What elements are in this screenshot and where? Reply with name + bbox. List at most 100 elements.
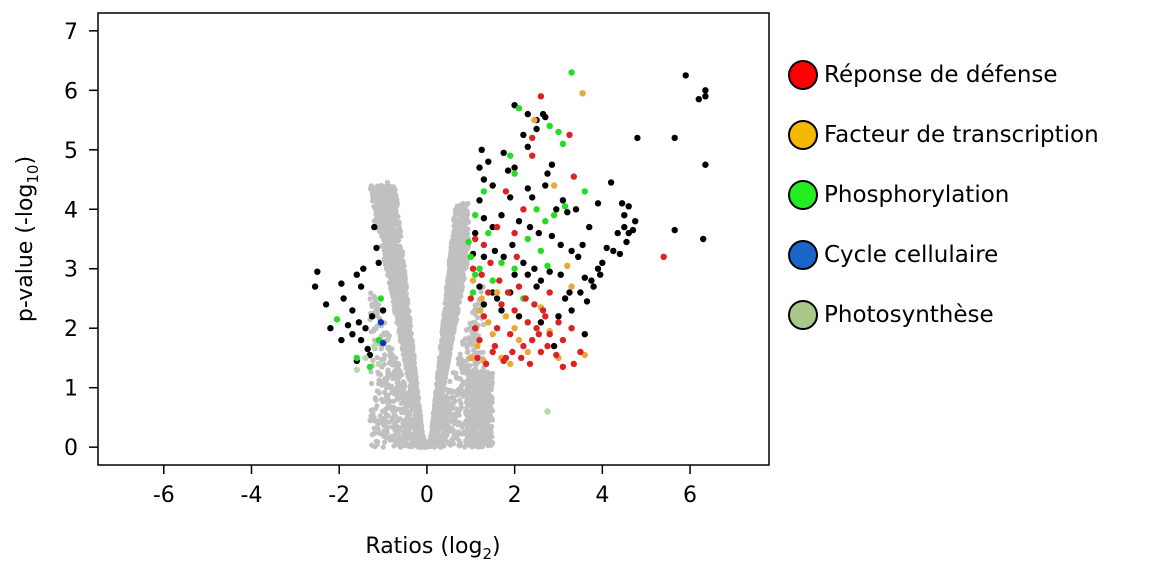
background-point bbox=[394, 294, 400, 300]
data-point bbox=[353, 366, 360, 373]
background-point bbox=[401, 357, 407, 363]
background-point bbox=[379, 345, 385, 351]
data-point bbox=[379, 307, 387, 314]
background-point bbox=[370, 194, 376, 200]
background-point bbox=[392, 195, 398, 201]
data-point bbox=[559, 197, 567, 204]
data-point bbox=[544, 342, 551, 350]
background-point bbox=[398, 384, 404, 390]
background-point bbox=[451, 416, 457, 422]
data-point bbox=[539, 307, 547, 314]
background-point bbox=[403, 295, 409, 301]
background-point bbox=[469, 342, 475, 348]
background-point bbox=[391, 263, 397, 269]
data-point bbox=[614, 229, 621, 237]
background-point bbox=[387, 419, 393, 425]
background-point bbox=[443, 307, 449, 313]
data-point bbox=[485, 319, 492, 326]
background-point bbox=[470, 309, 476, 316]
data-point bbox=[526, 360, 534, 368]
data-point bbox=[695, 96, 702, 103]
background-point bbox=[374, 183, 380, 189]
data-point bbox=[375, 259, 382, 266]
background-point bbox=[400, 260, 406, 266]
background-point-cloud bbox=[367, 179, 496, 450]
data-point bbox=[559, 363, 567, 371]
data-point bbox=[476, 283, 483, 290]
data-point bbox=[375, 360, 382, 368]
data-point bbox=[682, 72, 689, 79]
data-point bbox=[533, 283, 540, 290]
data-point bbox=[472, 212, 479, 219]
data-point bbox=[559, 140, 567, 147]
data-point bbox=[472, 325, 479, 332]
background-point bbox=[465, 390, 471, 396]
background-point bbox=[455, 217, 461, 223]
data-point bbox=[568, 307, 575, 314]
background-point bbox=[445, 389, 452, 395]
data-point bbox=[572, 206, 580, 213]
background-point bbox=[444, 283, 451, 290]
background-point bbox=[385, 424, 391, 430]
background-point bbox=[453, 420, 459, 426]
data-point bbox=[577, 289, 584, 296]
data-point bbox=[531, 301, 538, 308]
background-point bbox=[458, 265, 464, 271]
data-point bbox=[535, 229, 542, 237]
data-point bbox=[546, 122, 553, 130]
data-point bbox=[480, 313, 488, 320]
background-point bbox=[392, 408, 398, 414]
y-tick-label: 5 bbox=[64, 139, 78, 164]
background-point bbox=[451, 295, 457, 301]
background-point bbox=[488, 405, 494, 411]
data-point bbox=[467, 253, 474, 260]
background-point bbox=[376, 371, 382, 377]
data-point bbox=[487, 259, 494, 266]
data-point bbox=[498, 259, 505, 266]
background-point bbox=[386, 360, 392, 366]
background-point bbox=[459, 284, 465, 290]
background-point bbox=[406, 428, 412, 434]
data-point bbox=[360, 265, 367, 272]
data-point bbox=[660, 253, 667, 260]
y-axis-title-subscript: 10 bbox=[24, 165, 42, 184]
series-point-groups bbox=[311, 69, 709, 415]
background-point bbox=[484, 422, 490, 428]
background-point bbox=[479, 427, 485, 433]
data-point bbox=[515, 218, 523, 225]
data-point bbox=[338, 336, 345, 344]
background-point bbox=[446, 441, 452, 447]
background-point bbox=[384, 179, 391, 186]
background-point bbox=[410, 431, 416, 437]
background-point bbox=[375, 389, 382, 395]
background-point bbox=[436, 420, 442, 426]
background-point bbox=[406, 348, 412, 354]
data-point bbox=[511, 307, 518, 314]
background-point bbox=[391, 186, 397, 192]
data-point bbox=[311, 283, 319, 290]
background-point bbox=[444, 302, 450, 308]
x-axis-title: Ratios (log2) bbox=[365, 534, 500, 563]
background-point bbox=[381, 356, 387, 362]
background-point bbox=[393, 287, 399, 293]
series-phosphorylation bbox=[333, 69, 588, 371]
background-point bbox=[464, 261, 470, 267]
background-point bbox=[386, 333, 392, 339]
background-point bbox=[479, 441, 485, 447]
data-point bbox=[594, 265, 602, 272]
background-point bbox=[384, 255, 390, 261]
legend-label: Phosphorylation bbox=[824, 182, 1010, 208]
background-point bbox=[458, 355, 464, 361]
data-point bbox=[314, 268, 321, 275]
background-point bbox=[410, 396, 416, 402]
legend-swatch bbox=[788, 300, 818, 330]
background-point bbox=[458, 401, 464, 407]
data-point bbox=[379, 339, 387, 347]
background-point bbox=[450, 240, 456, 246]
background-point bbox=[413, 414, 419, 420]
background-point bbox=[451, 411, 457, 417]
background-point bbox=[441, 432, 447, 438]
data-point bbox=[493, 289, 501, 296]
background-point bbox=[375, 421, 381, 427]
background-point bbox=[368, 413, 374, 419]
